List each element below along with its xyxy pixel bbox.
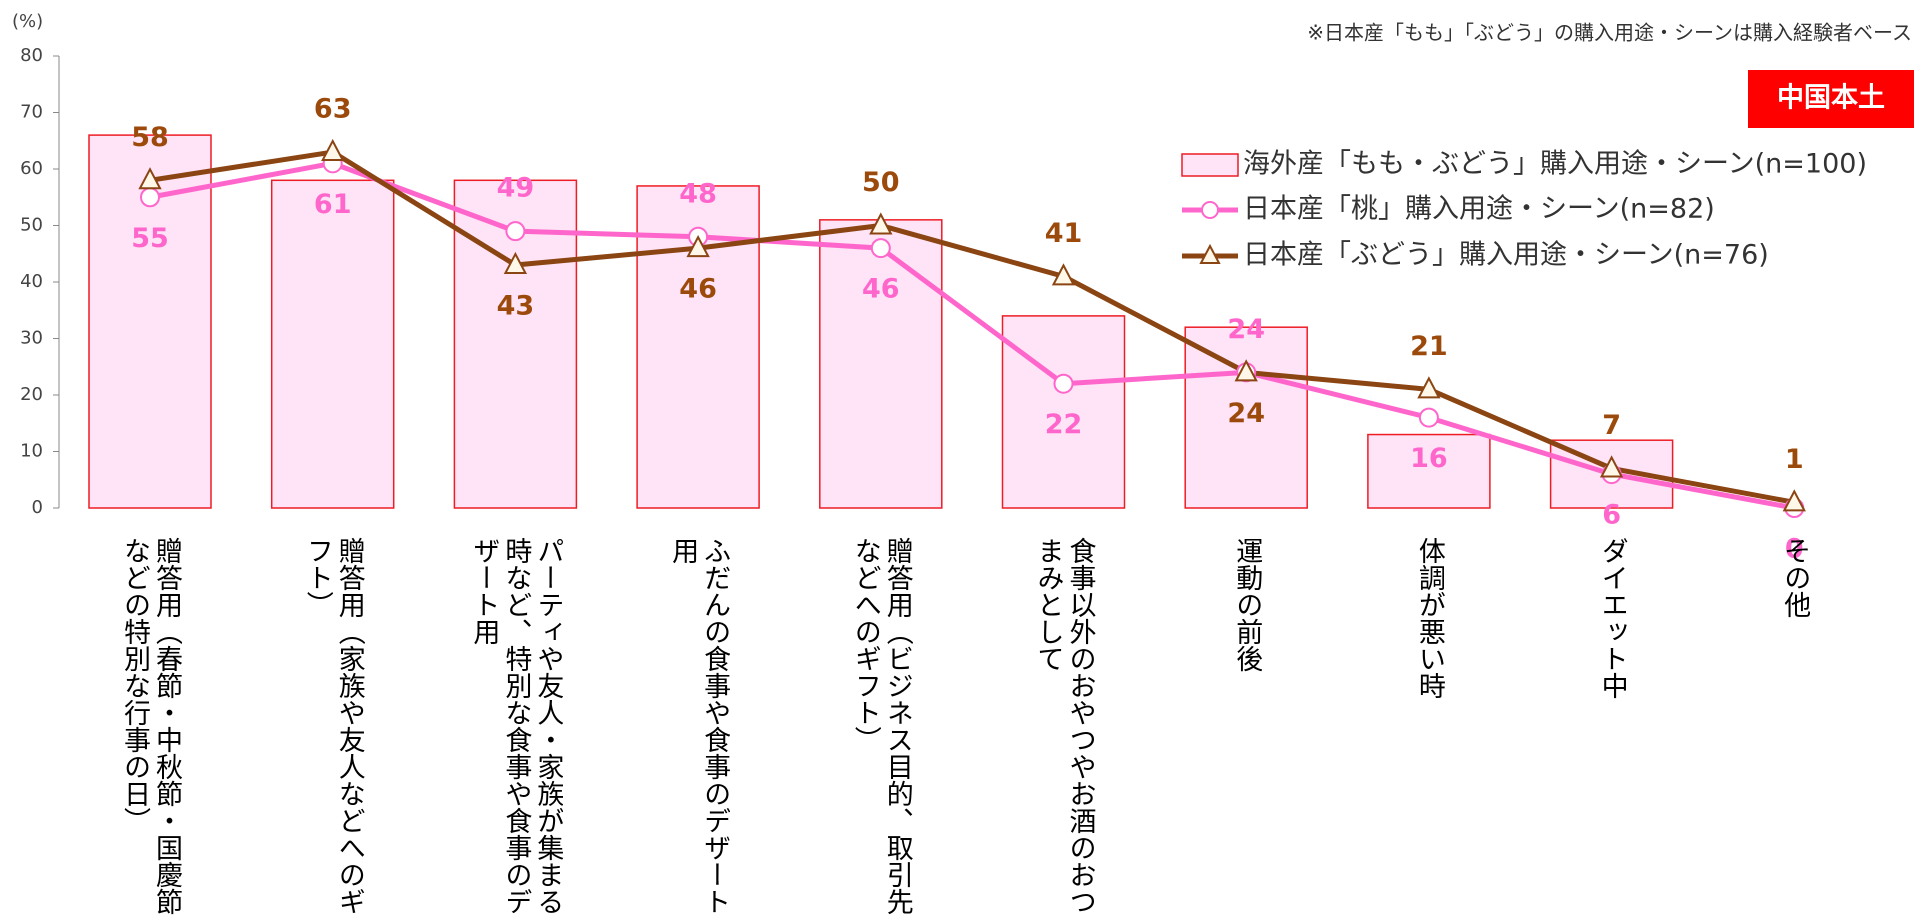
x-tick-label: 贈答用（家族や友人などへのギフト）	[301, 537, 365, 915]
y-tick-label: 0	[32, 497, 43, 518]
bar	[1184, 326, 1308, 509]
x-tick-label: その他	[1779, 537, 1811, 618]
x-tick-label: ダイエット中	[1596, 537, 1628, 699]
data-label: 50	[862, 167, 900, 198]
marker	[1599, 455, 1624, 478]
x-tick-label: 贈答用（春節・中秋節・国慶節などの特別な行事の日）	[119, 537, 182, 915]
marker	[1234, 359, 1258, 382]
y-tick-label: 70	[20, 102, 43, 123]
x-tick-label: 体調が悪い時	[1413, 537, 1445, 699]
marker	[140, 187, 160, 208]
legend-swatch	[1199, 243, 1221, 264]
marker	[869, 212, 893, 235]
x-tick-label: パーティや友人・家族が集まる時など、特別な食事や食事のデザート用	[468, 537, 564, 915]
marker	[1053, 373, 1074, 394]
data-label: 21	[1410, 331, 1448, 362]
data-label: 46	[679, 274, 717, 305]
y-tick-label: 50	[20, 215, 43, 236]
y-tick-label: 10	[20, 441, 43, 462]
data-label: 16	[1410, 443, 1448, 474]
data-label: 46	[862, 274, 900, 305]
bar	[819, 219, 943, 509]
bar	[1001, 315, 1126, 509]
x-tick-label: 運動の前後	[1231, 537, 1263, 672]
data-label: 43	[497, 291, 535, 322]
data-label: 0	[1785, 534, 1804, 565]
data-label: 7	[1602, 410, 1621, 441]
line	[149, 160, 1795, 511]
y-tick-label: 80	[20, 45, 43, 66]
legend-swatch	[1201, 201, 1219, 219]
marker	[686, 234, 710, 258]
note: ※日本産「もも」「ぶどう」の購入用途・シーンは購入経験者ベース	[1307, 21, 1912, 45]
data-label: 1	[1785, 444, 1804, 475]
data-label: 6	[1602, 500, 1621, 531]
marker	[1417, 376, 1441, 399]
region-label: 中国本土	[1777, 83, 1885, 114]
data-label: 58	[131, 122, 169, 153]
y-tick-label: 60	[20, 158, 43, 179]
marker	[503, 251, 528, 275]
region-box	[1748, 70, 1914, 128]
x-tick-label: 贈答用（ビジネス目的、取引先などへのギフト）	[849, 537, 913, 915]
x-tick-label: ふだんの食事や食事のデザート用	[667, 537, 731, 915]
y-tick-label: 30	[20, 328, 43, 349]
legend-label: 日本産「ぶどう」購入用途・シーン(n=76)	[1243, 240, 1769, 271]
marker	[1418, 407, 1439, 428]
legend-label: 日本産「桃」購入用途・シーン(n=82)	[1243, 194, 1715, 225]
legend-label: 海外産「もも・ぶどう」購入用途・シーン(n=100)	[1243, 149, 1867, 180]
bar	[270, 179, 395, 509]
marker	[1782, 489, 1806, 512]
data-label: 41	[1045, 218, 1083, 249]
data-label: 24	[1227, 398, 1265, 429]
data-label: 61	[314, 189, 352, 220]
data-label: 55	[131, 223, 169, 254]
x-tick-label: 食事以外のおやつやお酒のおつまみとして	[1032, 537, 1096, 915]
marker	[321, 138, 345, 162]
y-tick-label: 20	[20, 384, 43, 405]
marker	[138, 167, 162, 190]
data-label: 24	[1227, 314, 1265, 345]
marker	[1051, 263, 1076, 286]
bar	[1367, 433, 1491, 509]
data-label: 49	[497, 173, 535, 204]
data-label: 22	[1045, 409, 1083, 440]
unit-label: (%)	[12, 11, 43, 32]
y-tick-label: 40	[20, 271, 43, 292]
data-label: 48	[679, 178, 717, 209]
marker	[870, 238, 891, 259]
data-label: 63	[314, 94, 352, 125]
marker	[505, 221, 526, 242]
legend-swatch	[1181, 153, 1239, 177]
line	[149, 149, 1795, 505]
